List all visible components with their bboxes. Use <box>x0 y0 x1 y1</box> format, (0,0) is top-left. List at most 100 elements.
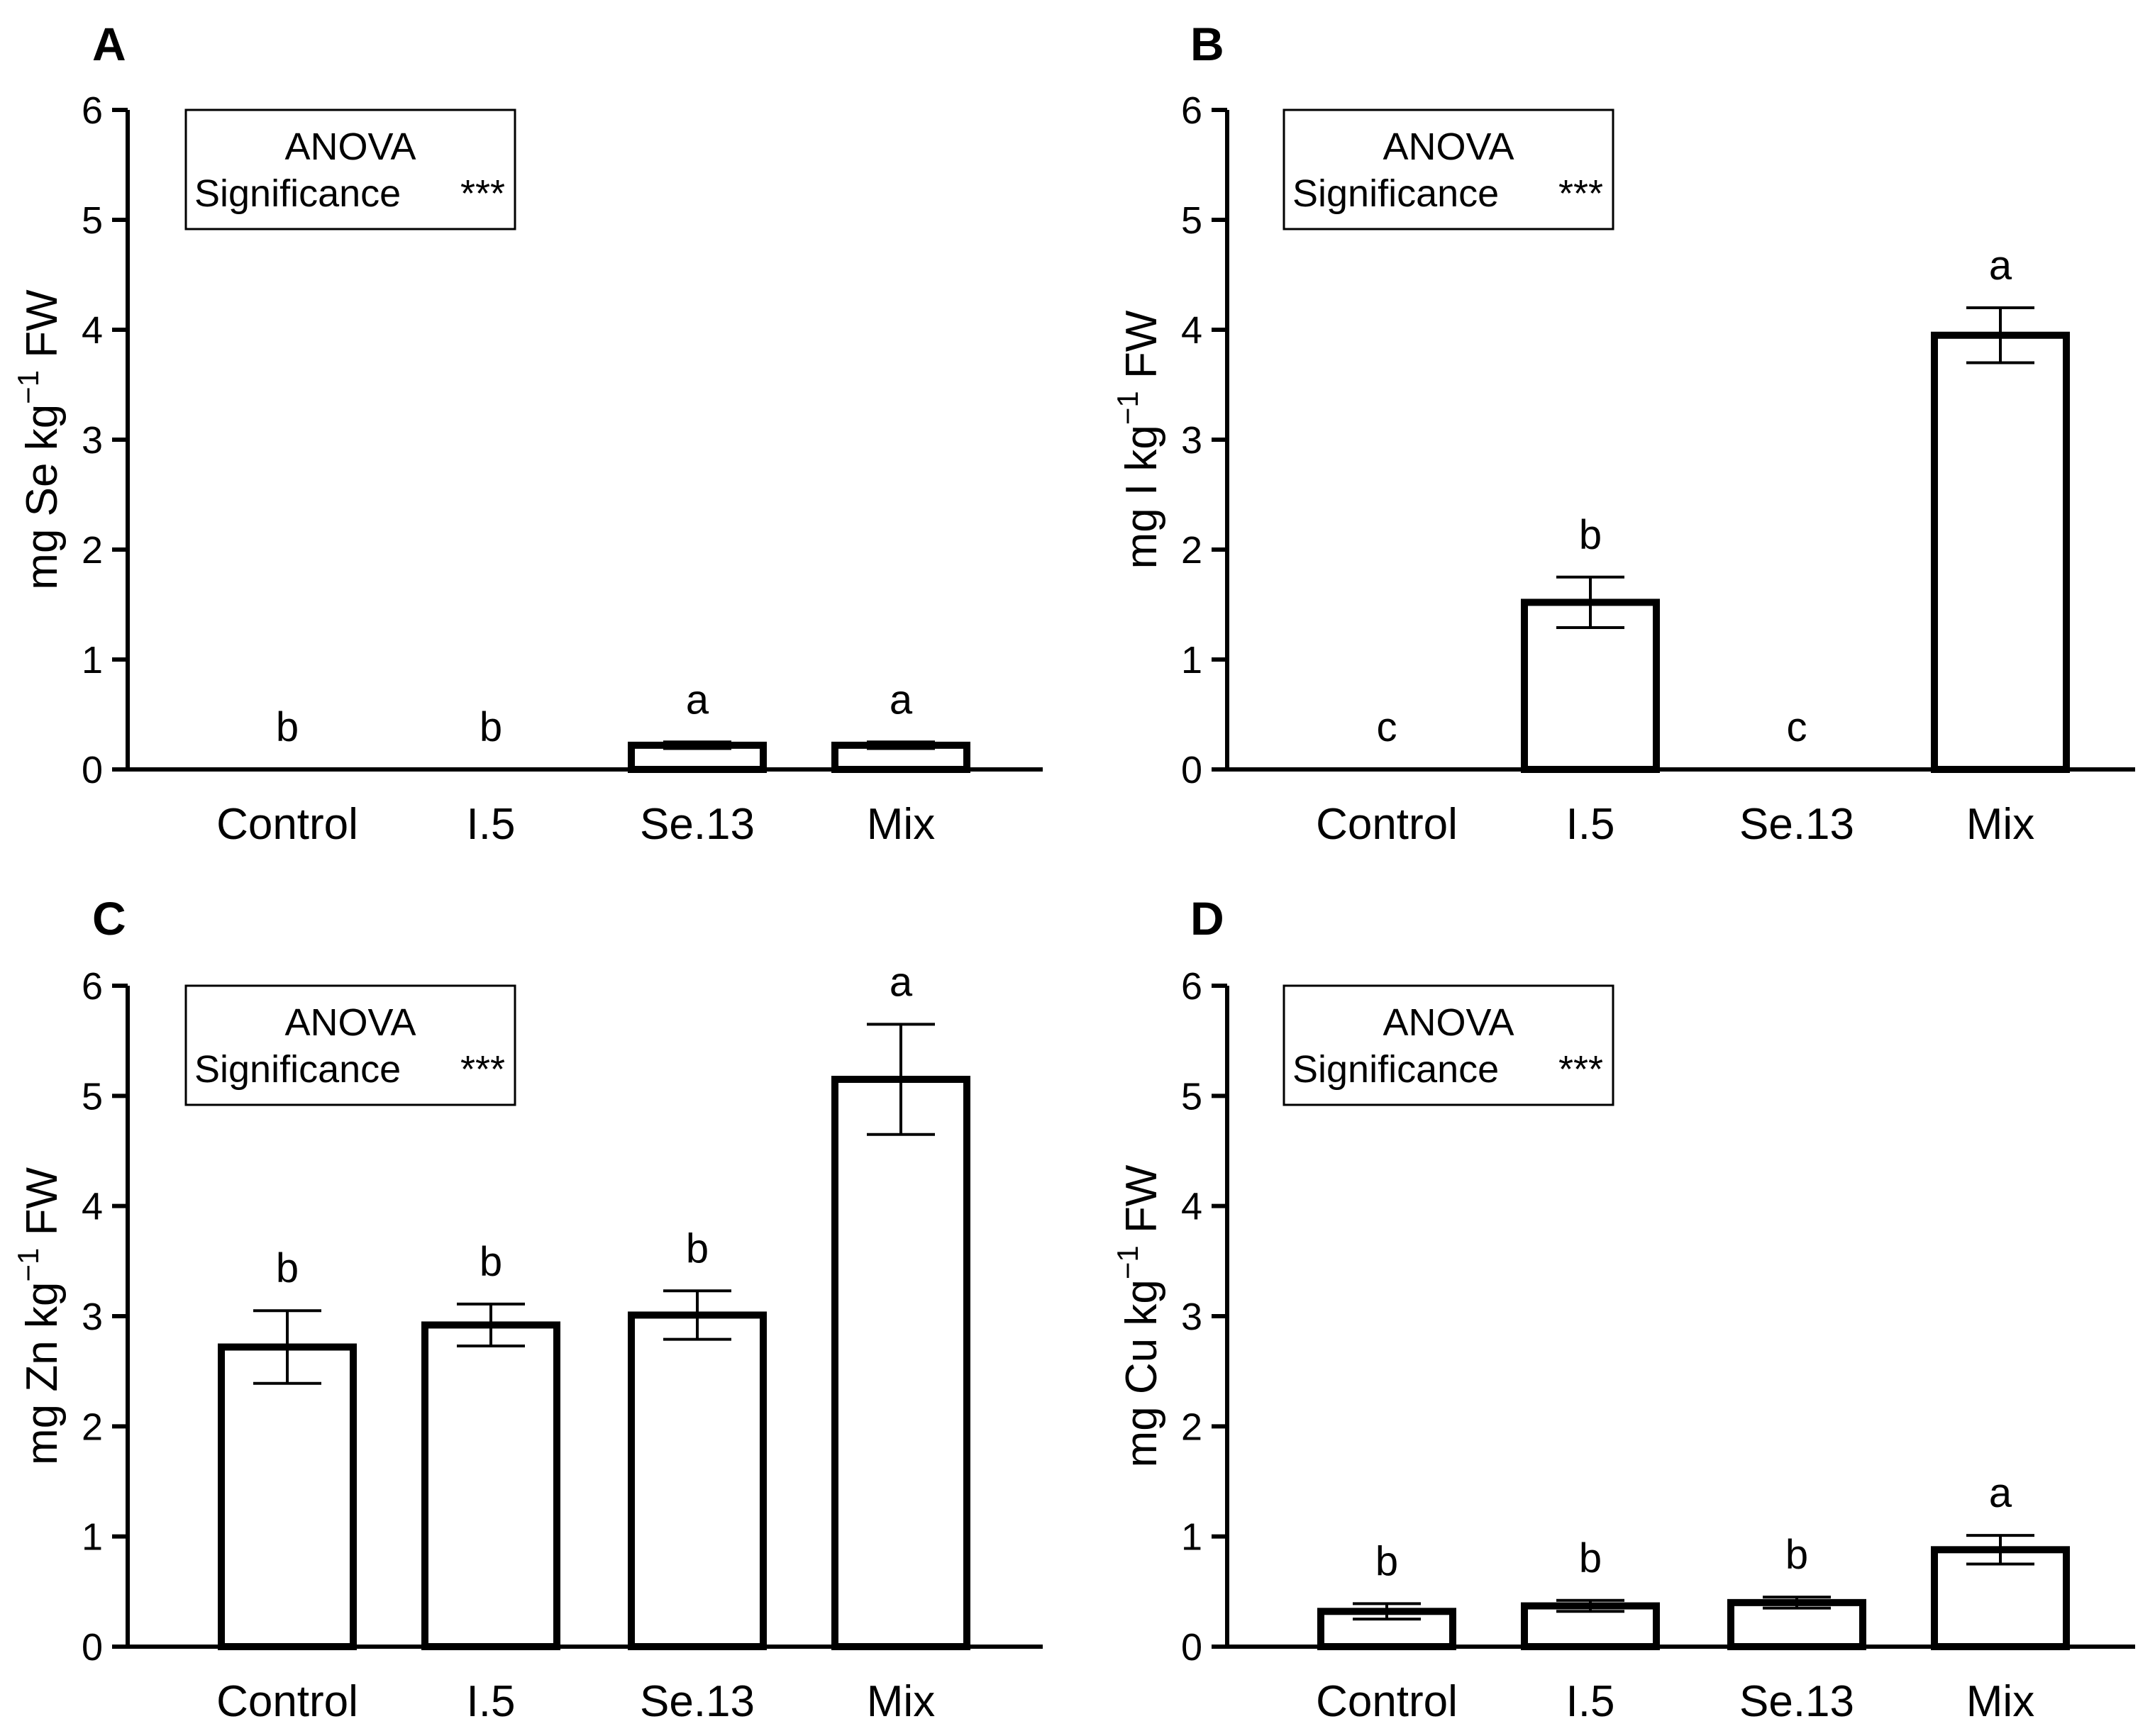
significance-letter: a <box>890 677 913 723</box>
panel-c: C 0 1 2 3 4 5 6 mg Zn kg−1 FW b Control b I.5 b Se.13 a… <box>11 892 1043 1726</box>
category-label: Control <box>1316 1677 1458 1726</box>
significance-letter: a <box>890 959 913 1005</box>
category-label: Mix <box>867 800 935 849</box>
y-tick-label: 4 <box>82 1186 103 1228</box>
significance-letter: b <box>276 704 299 750</box>
y-tick-label: 5 <box>1181 199 1202 242</box>
y-axis-label: mg Cu kg−1 FW <box>1111 1164 1166 1467</box>
category-label: I.5 <box>1566 1677 1615 1726</box>
panel-b: B 0 1 2 3 4 5 6 mg I kg−1 FW c Control b I.5 c Se.13 a M… <box>1111 18 2135 849</box>
panel-letter: B <box>1190 18 1224 70</box>
y-axis-label: mg Zn kg−1 FW <box>11 1167 67 1465</box>
anova-significance-label: Significance <box>1292 172 1499 215</box>
y-axis-label-superscript: −1 <box>11 1248 45 1282</box>
category-label: Se.13 <box>1739 800 1854 849</box>
y-tick-label: 5 <box>82 1075 103 1118</box>
bar <box>218 1343 357 1650</box>
y-tick-label: 5 <box>82 199 103 242</box>
y-axis-label-main: mg Zn kg <box>18 1282 67 1465</box>
significance-letter: b <box>1375 1538 1398 1584</box>
bar <box>831 1076 970 1650</box>
anova-significance-stars: *** <box>1558 172 1603 215</box>
y-tick-label: 3 <box>82 419 103 462</box>
y-tick-label: 5 <box>1181 1075 1202 1118</box>
anova-box <box>1283 984 1614 1106</box>
panel-d: D 0 1 2 3 4 5 6 mg Cu kg−1 FW b Control b I.5 b Se.13 a… <box>1111 892 2135 1726</box>
significance-letter: b <box>480 704 502 750</box>
anova-title: ANOVA <box>284 1001 416 1044</box>
bar <box>1931 331 2070 773</box>
category-label: Mix <box>867 1677 935 1726</box>
significance-letter: b <box>686 1225 709 1272</box>
y-axis-label-unit: FW <box>1117 1164 1166 1245</box>
anova-significance-label: Significance <box>194 1048 401 1091</box>
y-axis-label-unit: FW <box>18 1167 67 1248</box>
y-axis-label-main: mg I kg <box>1117 425 1166 569</box>
anova-box <box>1283 108 1614 230</box>
anova-box <box>184 984 516 1106</box>
y-axis-label-unit: FW <box>1117 310 1166 391</box>
significance-letter: a <box>686 677 709 723</box>
panel-letter: D <box>1190 892 1224 945</box>
y-axis-label-superscript: −1 <box>11 370 45 404</box>
y-tick-label: 6 <box>1181 965 1202 1008</box>
significance-letter: b <box>276 1245 299 1291</box>
y-axis-label: mg Se kg−1 FW <box>11 289 67 590</box>
category-label: Se.13 <box>640 1677 755 1726</box>
anova-significance-label: Significance <box>1292 1048 1499 1091</box>
y-tick-label: 1 <box>82 1516 103 1559</box>
y-tick-label: 0 <box>1181 749 1202 791</box>
anova-significance-stars: *** <box>1558 1048 1603 1091</box>
anova-title: ANOVA <box>1383 126 1514 168</box>
y-tick-label: 4 <box>1181 1186 1202 1228</box>
significance-letter: c <box>1377 704 1397 750</box>
category-label: I.5 <box>467 1677 516 1726</box>
significance-letter: a <box>1989 243 2012 289</box>
category-label: Se.13 <box>1739 1677 1854 1726</box>
y-tick-label: 4 <box>1181 309 1202 352</box>
anova-significance-stars: *** <box>460 172 505 215</box>
y-tick-label: 4 <box>82 309 103 352</box>
category-label: Control <box>216 1677 358 1726</box>
y-tick-label: 2 <box>82 1406 103 1448</box>
significance-letter: b <box>480 1239 502 1285</box>
y-tick-label: 2 <box>1181 1406 1202 1448</box>
category-label: I.5 <box>1566 800 1615 849</box>
y-tick-label: 6 <box>82 89 103 132</box>
category-label: Control <box>216 800 358 849</box>
significance-letter: b <box>1579 1535 1602 1581</box>
bar <box>1931 1546 2070 1650</box>
y-tick-label: 6 <box>1181 89 1202 132</box>
category-label: Mix <box>1966 1677 2034 1726</box>
y-tick-label: 6 <box>82 965 103 1008</box>
y-tick-label: 3 <box>82 1296 103 1338</box>
bar <box>421 1321 560 1650</box>
y-axis-label: mg I kg−1 FW <box>1111 310 1166 569</box>
y-tick-label: 0 <box>1181 1626 1202 1669</box>
category-label: Se.13 <box>640 800 755 849</box>
anova-significance-stars: *** <box>460 1048 505 1091</box>
category-label: Mix <box>1966 800 2034 849</box>
y-axis-label-superscript: −1 <box>1111 391 1144 425</box>
y-axis-label-main: mg Se kg <box>18 404 67 590</box>
significance-letter: b <box>1785 1532 1808 1578</box>
y-tick-label: 1 <box>82 639 103 681</box>
anova-box <box>184 108 516 230</box>
y-tick-label: 1 <box>1181 1516 1202 1559</box>
category-label: Control <box>1316 800 1458 849</box>
y-tick-label: 2 <box>82 529 103 572</box>
y-tick-label: 3 <box>1181 1296 1202 1338</box>
significance-letter: b <box>1579 512 1602 558</box>
y-axis-label-main: mg Cu kg <box>1117 1279 1166 1467</box>
y-tick-label: 3 <box>1181 419 1202 462</box>
anova-title: ANOVA <box>1383 1001 1514 1044</box>
bar <box>628 1311 767 1650</box>
anova-title: ANOVA <box>284 126 416 168</box>
panel-letter: A <box>92 18 126 70</box>
y-tick-label: 2 <box>1181 529 1202 572</box>
anova-significance-label: Significance <box>194 172 401 215</box>
panel-letter: C <box>92 892 126 945</box>
y-tick-label: 0 <box>82 749 103 791</box>
